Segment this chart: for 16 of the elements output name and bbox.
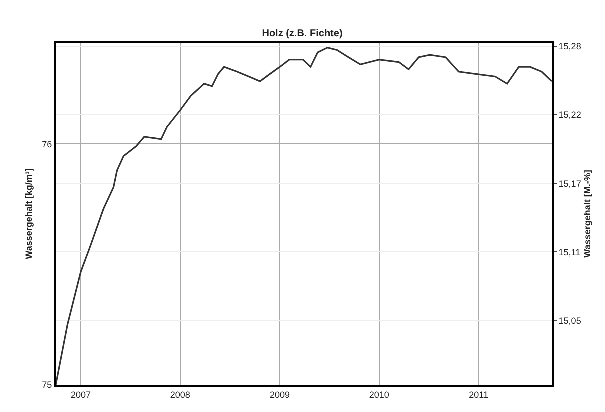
y2-tick-label: 15,05 [558,316,582,326]
x-tick-label: 2007 [71,390,92,400]
x-tick-label: 2009 [270,390,290,400]
y-axis-title: Wassergehalt [kg/m³] [24,168,34,260]
y2-tick-label: 15,28 [558,42,582,52]
y2-tick-label: 15,11 [558,247,581,258]
y2-tick-label: 15,22 [558,110,582,120]
line-series [56,47,552,385]
y-tick-label: 75 [42,380,52,390]
y2-tick-label: 15,17 [558,178,582,189]
x-tick-label: 2011 [469,390,488,400]
y2-axis-title: Wassergehalt [M.-%] [582,170,593,258]
x-tick-label: 2008 [170,390,190,400]
x-tick-label: 2010 [369,390,390,400]
chart-title: Holz (z.B. Fichte) [262,28,343,40]
y-tick-label: 76 [42,139,52,150]
